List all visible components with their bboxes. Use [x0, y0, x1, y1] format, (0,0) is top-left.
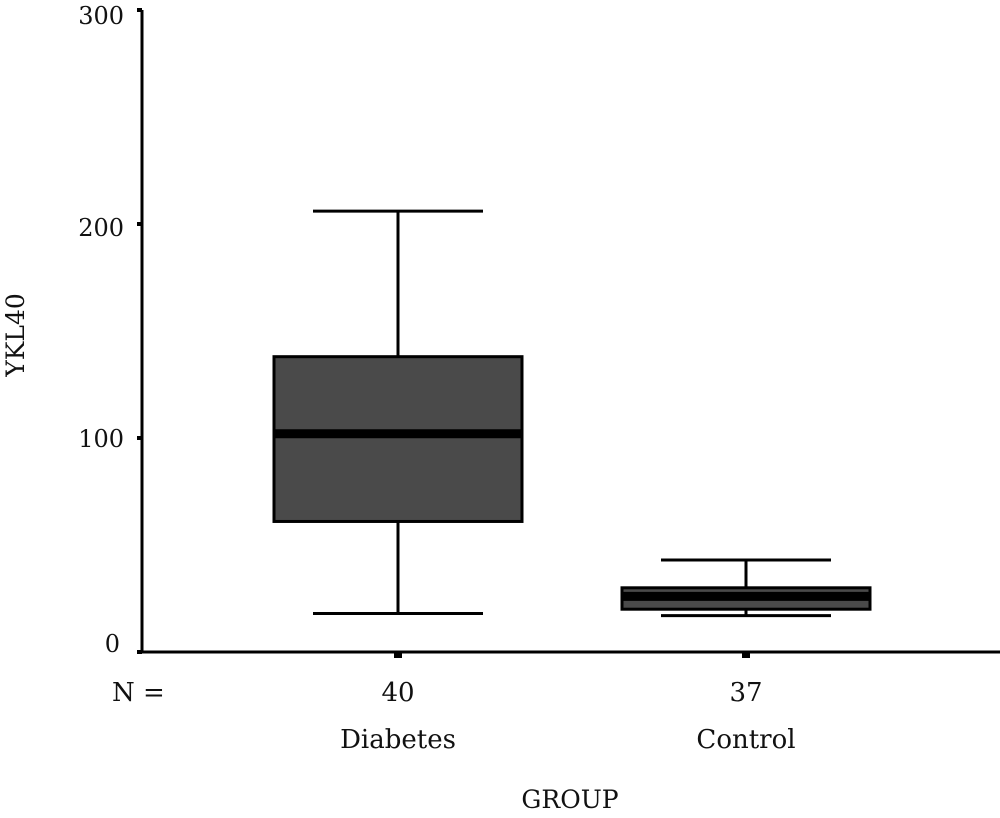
y-tick-label-300: 300 — [78, 2, 124, 30]
y-axis-title: YKL40 — [1, 293, 30, 378]
x-category-label-control: Control — [696, 725, 795, 755]
y-tick-label-100: 100 — [78, 425, 124, 453]
box-diabetes — [272, 355, 524, 523]
plot-area — [137, 8, 1000, 658]
y-axis-tick-labels: 300 200 100 0 — [78, 2, 124, 658]
x-axis-title: GROUP — [521, 785, 618, 814]
y-tick-label-0: 0 — [105, 630, 120, 658]
n-value-diabetes: 40 — [381, 678, 414, 708]
n-label: N = — [112, 678, 165, 708]
x-category-label-diabetes: Diabetes — [340, 725, 456, 755]
y-tick-label-200: 200 — [78, 214, 124, 242]
n-value-control: 37 — [729, 678, 762, 708]
